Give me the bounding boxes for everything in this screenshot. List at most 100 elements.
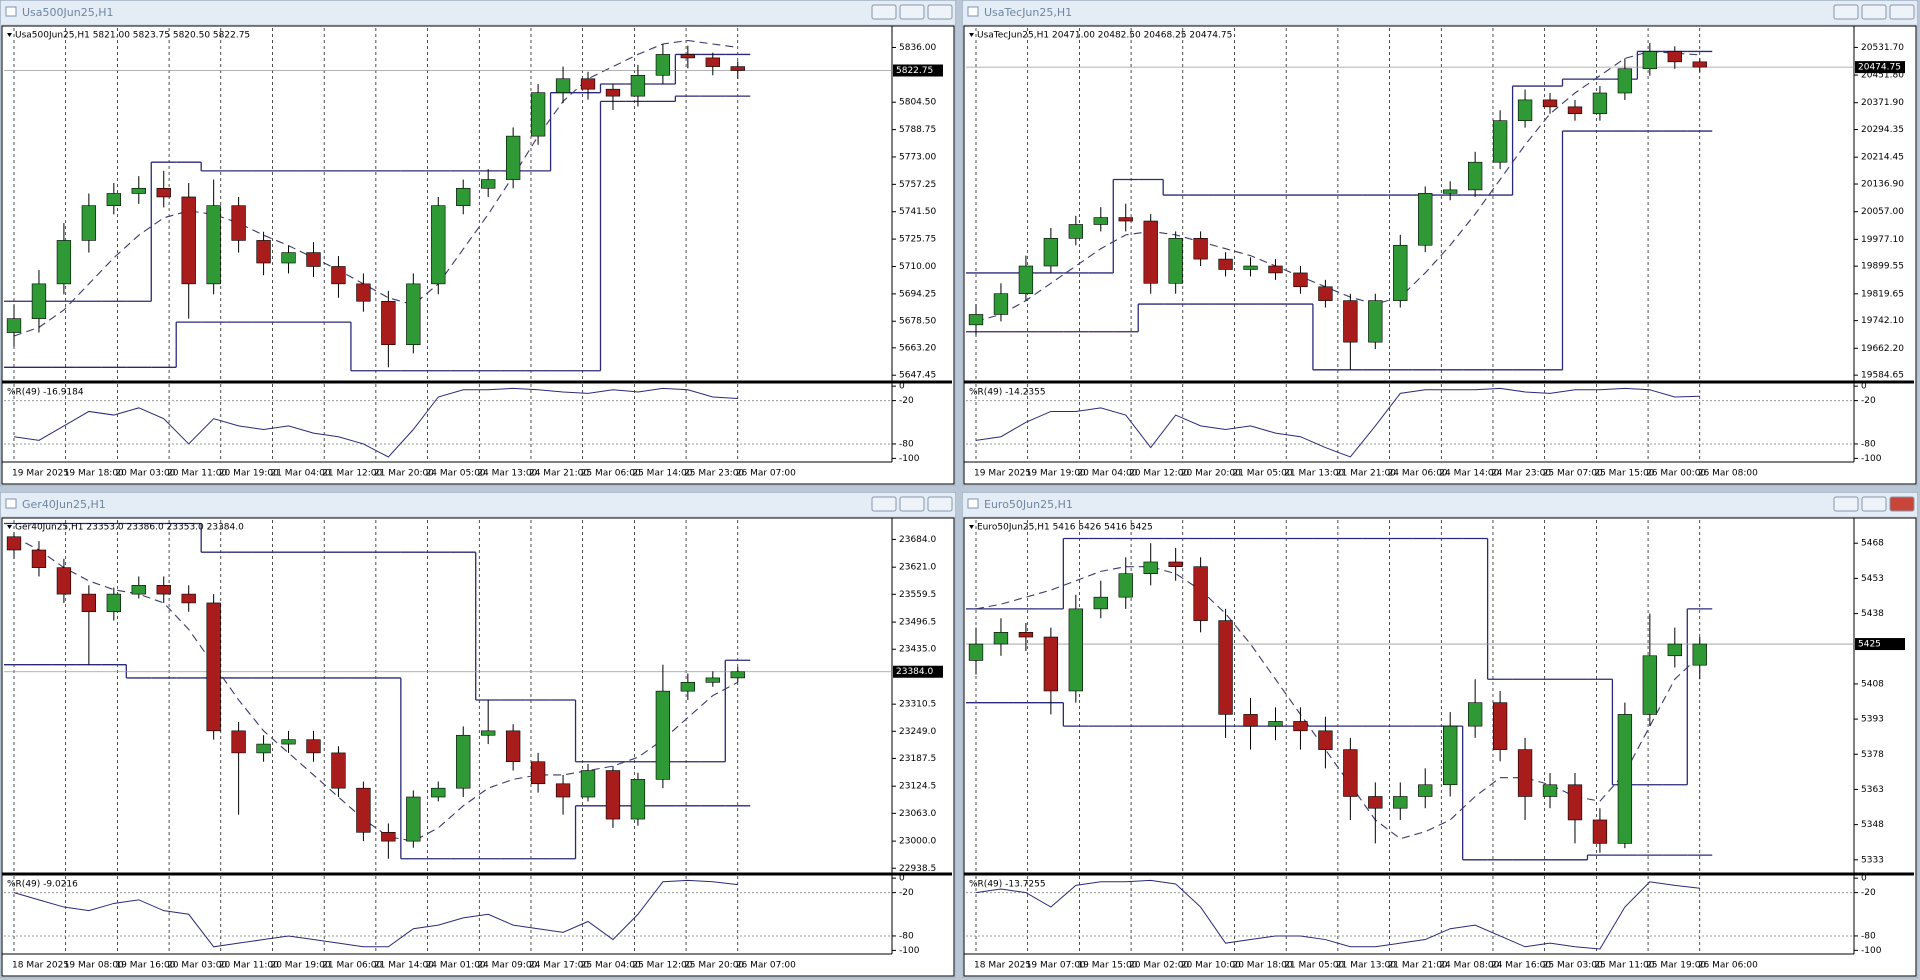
candle-body <box>1418 784 1433 797</box>
candle-body <box>181 196 196 285</box>
time-label: 19 Mar 08:00 <box>64 961 124 971</box>
minimize-button[interactable] <box>871 4 897 20</box>
time-label: 25 Mar 06:00 <box>581 469 641 479</box>
time-label: 18 Mar 2025 <box>12 961 69 971</box>
time-label: 21 Mar 06:00 <box>322 961 382 971</box>
y-tick-label: 5468 <box>1861 539 1884 549</box>
candle-body <box>1443 725 1458 786</box>
minimize-button[interactable] <box>871 496 897 512</box>
candle-body <box>1143 220 1158 284</box>
time-label: 24 Mar 05:00 <box>426 469 486 479</box>
y-tick-label: 20451.80 <box>1861 71 1904 81</box>
time-label: 20 Mar 02:00 <box>1129 961 1189 971</box>
williams-r-line <box>975 387 1700 458</box>
maximize-button[interactable] <box>1861 4 1887 20</box>
time-label: 25 Mar 07:00 <box>1543 469 1603 479</box>
candle-body <box>156 187 171 198</box>
candle-body <box>505 135 521 180</box>
candle-body <box>31 283 47 319</box>
minimize-button[interactable] <box>1833 4 1859 20</box>
chart-area <box>963 517 1917 977</box>
chart-area <box>1 25 955 485</box>
candle-body <box>81 593 97 613</box>
y-tick-label: 5393 <box>1861 715 1884 725</box>
y-tick-label: 5333 <box>1861 855 1884 865</box>
indicator-tick-label: -100 <box>899 454 920 464</box>
moving-average <box>13 39 738 337</box>
minimize-button[interactable] <box>1833 496 1859 512</box>
candle-body <box>431 205 446 285</box>
candle-body <box>968 643 984 661</box>
title-bar <box>1 1 955 24</box>
candle-body <box>730 671 745 679</box>
candle-body <box>1368 300 1383 343</box>
close-button[interactable] <box>1889 4 1915 20</box>
candle-body <box>1018 632 1034 638</box>
candle-body <box>530 92 546 137</box>
candle-body <box>406 796 421 842</box>
y-tick-label: 23684.0 <box>899 535 936 545</box>
y-tick-label: 5788.75 <box>899 125 936 135</box>
candle-body <box>81 205 97 241</box>
maximize-button[interactable] <box>1861 496 1887 512</box>
close-button[interactable] <box>1889 496 1915 512</box>
time-label: 26 Mar 08:00 <box>1698 469 1758 479</box>
window-title: Usa500Jun25,H1 <box>22 6 113 19</box>
y-tick-label: 23621.0 <box>899 563 936 573</box>
candle-body <box>431 787 446 798</box>
time-label: 21 Mar 05:00 <box>1284 961 1344 971</box>
candle-body <box>231 205 246 241</box>
y-tick-label: 23249.0 <box>899 727 936 737</box>
close-button[interactable] <box>927 4 953 20</box>
y-tick-label: 5757.25 <box>899 180 936 190</box>
candle-body <box>1343 749 1358 797</box>
candle-body <box>1293 721 1308 732</box>
title-bar <box>1 493 955 516</box>
y-tick-label: 5378 <box>1861 750 1884 760</box>
time-label: 19 Mar 2025 <box>12 469 69 479</box>
candle-body <box>580 770 596 798</box>
y-tick-label: 19899.55 <box>1861 262 1904 272</box>
last-price-label: 5425 <box>1858 640 1881 650</box>
window-title: Ger40Jun25,H1 <box>22 498 106 511</box>
header-arrow <box>7 525 12 529</box>
maximize-button[interactable] <box>899 496 925 512</box>
indicator-tick-label: -80 <box>899 931 914 941</box>
candle-body <box>1218 258 1233 270</box>
candle-body <box>156 584 171 595</box>
candle-body <box>6 318 22 333</box>
indicator-tick-label: 0 <box>1861 382 1867 392</box>
y-tick-label: 20136.90 <box>1861 180 1904 190</box>
y-tick-label: 5773.00 <box>899 152 936 162</box>
candle-body <box>1567 106 1583 115</box>
indicator-tick-label: -80 <box>1861 439 1876 449</box>
y-tick-label: 5678.50 <box>899 317 936 327</box>
chart-area <box>963 25 1917 485</box>
candle-body <box>655 690 671 780</box>
candle-body <box>1018 265 1034 294</box>
candle-body <box>456 734 471 789</box>
candle-body <box>231 730 246 754</box>
maximize-button[interactable] <box>899 4 925 20</box>
candle-body <box>306 252 321 267</box>
williams-r-line <box>13 879 738 948</box>
y-tick-label: 19742.10 <box>1861 316 1904 326</box>
candle-body <box>131 584 146 595</box>
candle-body <box>1043 238 1059 267</box>
time-label: 18 Mar 2025 <box>974 961 1031 971</box>
time-label: 25 Mar 04:00 <box>581 961 641 971</box>
candle-body <box>1068 608 1083 692</box>
candle-body <box>406 283 421 346</box>
candle-body <box>1268 721 1283 727</box>
indicator-label: %R(49) -14.2355 <box>969 388 1046 398</box>
time-label: 19 Mar 19:00 <box>1026 469 1086 479</box>
time-label: 21 Mar 20:00 <box>374 469 434 479</box>
close-button[interactable] <box>927 496 953 512</box>
time-label: 19 Mar 16:00 <box>115 961 175 971</box>
candle-body <box>1492 702 1508 750</box>
y-tick-label: 23063.0 <box>899 809 936 819</box>
time-label: 25 Mar 15:00 <box>1594 469 1654 479</box>
candle-body <box>1043 636 1059 692</box>
